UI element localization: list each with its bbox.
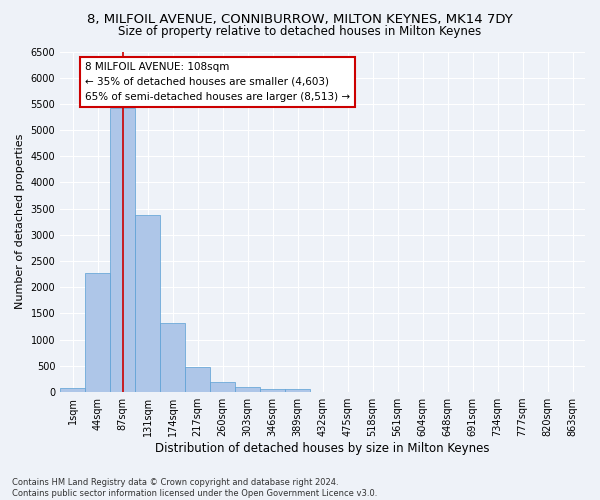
X-axis label: Distribution of detached houses by size in Milton Keynes: Distribution of detached houses by size … bbox=[155, 442, 490, 455]
Bar bbox=[260, 389, 285, 392]
Bar bbox=[160, 324, 185, 392]
Text: 8, MILFOIL AVENUE, CONNIBURROW, MILTON KEYNES, MK14 7DY: 8, MILFOIL AVENUE, CONNIBURROW, MILTON K… bbox=[87, 12, 513, 26]
Bar bbox=[185, 367, 210, 392]
Text: Contains HM Land Registry data © Crown copyright and database right 2024.
Contai: Contains HM Land Registry data © Crown c… bbox=[12, 478, 377, 498]
Bar bbox=[85, 272, 110, 392]
Bar bbox=[285, 389, 310, 392]
Bar bbox=[60, 388, 85, 392]
Y-axis label: Number of detached properties: Number of detached properties bbox=[15, 134, 25, 310]
Bar bbox=[110, 108, 135, 392]
Text: 8 MILFOIL AVENUE: 108sqm
← 35% of detached houses are smaller (4,603)
65% of sem: 8 MILFOIL AVENUE: 108sqm ← 35% of detach… bbox=[85, 62, 350, 102]
Bar bbox=[235, 387, 260, 392]
Text: Size of property relative to detached houses in Milton Keynes: Size of property relative to detached ho… bbox=[118, 25, 482, 38]
Bar bbox=[210, 382, 235, 392]
Bar bbox=[135, 215, 160, 392]
